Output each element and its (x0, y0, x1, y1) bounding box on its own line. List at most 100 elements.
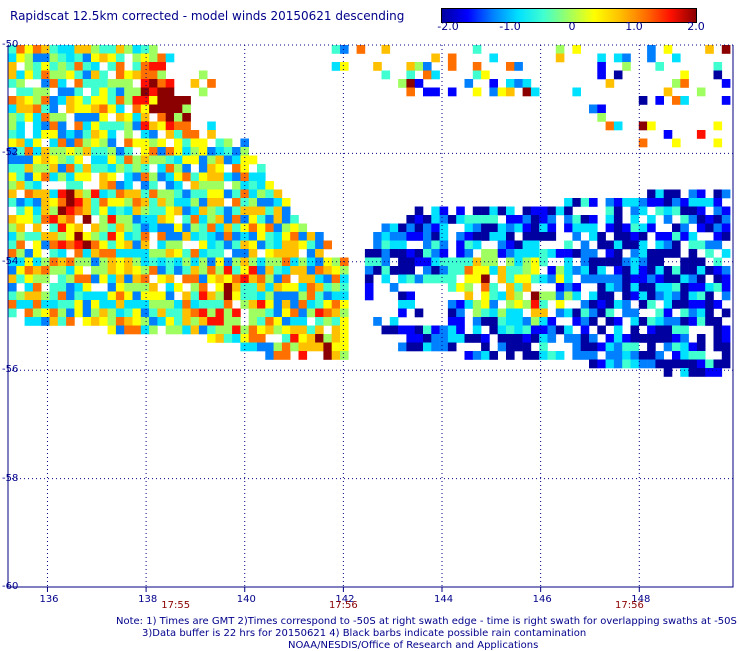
heatmap-cell (115, 325, 125, 335)
heatmap-cell (149, 138, 158, 148)
heatmap-cell (489, 223, 498, 233)
heatmap-cell (140, 266, 150, 275)
heatmap-cell (57, 300, 67, 309)
heatmap-cell (647, 215, 656, 224)
heatmap-cell (555, 308, 565, 318)
heatmap-cell (265, 325, 274, 335)
heatmap-cell (157, 240, 166, 250)
heatmap-cell (174, 232, 183, 241)
heatmap-cell (672, 359, 681, 369)
heatmap-cell (406, 325, 415, 335)
heatmap-cell (638, 198, 648, 207)
heatmap-cell (447, 334, 457, 343)
heatmap-cell (530, 266, 540, 275)
heatmap-cell (298, 223, 308, 233)
heatmap-cell (522, 334, 532, 343)
heatmap-cell (340, 351, 349, 360)
heatmap-plot (7, 44, 734, 592)
heatmap-cell (82, 206, 92, 216)
heatmap-cell (265, 189, 274, 199)
heatmap-cell (198, 325, 208, 335)
heatmap-cell (24, 53, 34, 63)
heatmap-cell (497, 87, 507, 97)
heatmap-cell (555, 351, 565, 360)
heatmap-cell (174, 308, 183, 318)
heatmap-cell (331, 266, 341, 275)
heatmap-cell (165, 53, 175, 63)
heatmap-cell (174, 147, 183, 156)
heatmap-cell (207, 155, 216, 165)
heatmap-cell (456, 206, 465, 216)
heatmap-cell (489, 87, 498, 97)
heatmap-cell (99, 130, 108, 139)
heatmap-cell (207, 240, 216, 250)
heatmap-cell (713, 257, 723, 267)
heatmap-cell (16, 181, 25, 190)
heatmap-cell (157, 79, 166, 88)
heatmap-cell (82, 121, 92, 131)
heatmap-cell (165, 189, 175, 199)
heatmap-cell (74, 121, 83, 131)
heatmap-cell (115, 300, 125, 309)
heatmap-cell (414, 206, 424, 216)
heatmap-cell (223, 274, 233, 284)
heatmap-cell (232, 317, 241, 326)
heatmap-cell (91, 104, 100, 114)
heatmap-cell (647, 266, 656, 275)
heatmap-cell (506, 291, 515, 301)
heatmap-cell (248, 249, 258, 258)
heatmap-cell (32, 266, 42, 275)
heatmap-cell (240, 223, 249, 233)
heatmap-cell (74, 96, 83, 105)
heatmap-cell (497, 223, 507, 233)
heatmap-cell (331, 45, 341, 54)
heatmap-cell (57, 283, 67, 292)
heatmap-cell (364, 291, 374, 301)
heatmap-cell (165, 325, 175, 335)
heatmap-cell (439, 206, 449, 216)
heatmap-cell (572, 317, 581, 326)
heatmap-cell (315, 266, 324, 275)
heatmap-cell (124, 308, 133, 318)
heatmap-cell (207, 249, 216, 258)
heatmap-cell (680, 351, 689, 360)
heatmap-cell (447, 266, 457, 275)
heatmap-cell (647, 334, 656, 343)
heatmap-cell (8, 138, 17, 148)
heatmap-cell (115, 53, 125, 63)
heatmap-cell (447, 283, 457, 292)
heatmap-cell (605, 79, 615, 88)
heatmap-cell (613, 70, 623, 80)
heatmap-cell (713, 274, 723, 284)
heatmap-cell (57, 130, 67, 139)
heatmap-cell (198, 291, 208, 301)
heatmap-cell (530, 257, 540, 267)
heatmap-cell (514, 317, 523, 326)
heatmap-cell (597, 359, 606, 369)
heatmap-cell (580, 215, 590, 224)
heatmap-cell (207, 334, 216, 343)
heatmap-cell (66, 317, 75, 326)
heatmap-cell (198, 317, 208, 326)
heatmap-cell (107, 291, 117, 301)
heatmap-cell (41, 317, 50, 326)
heatmap-cell (431, 257, 440, 267)
heatmap-cell (115, 96, 125, 105)
heatmap-cell (8, 96, 17, 105)
heatmap-cell (721, 308, 731, 318)
heatmap-cell (539, 249, 548, 258)
heatmap-cell (580, 334, 590, 343)
heatmap-cell (431, 87, 440, 97)
heatmap-cell (74, 172, 83, 182)
heatmap-cell (91, 274, 100, 284)
heatmap-cell (381, 274, 391, 284)
heatmap-cell (91, 300, 100, 309)
heatmap-cell (41, 147, 50, 156)
heatmap-cell (622, 274, 631, 284)
heatmap-cell (24, 70, 34, 80)
heatmap-cell (107, 130, 117, 139)
heatmap-cell (182, 113, 191, 122)
heatmap-cell (32, 283, 42, 292)
heatmap-cell (49, 53, 59, 63)
heatmap-cell (414, 79, 424, 88)
